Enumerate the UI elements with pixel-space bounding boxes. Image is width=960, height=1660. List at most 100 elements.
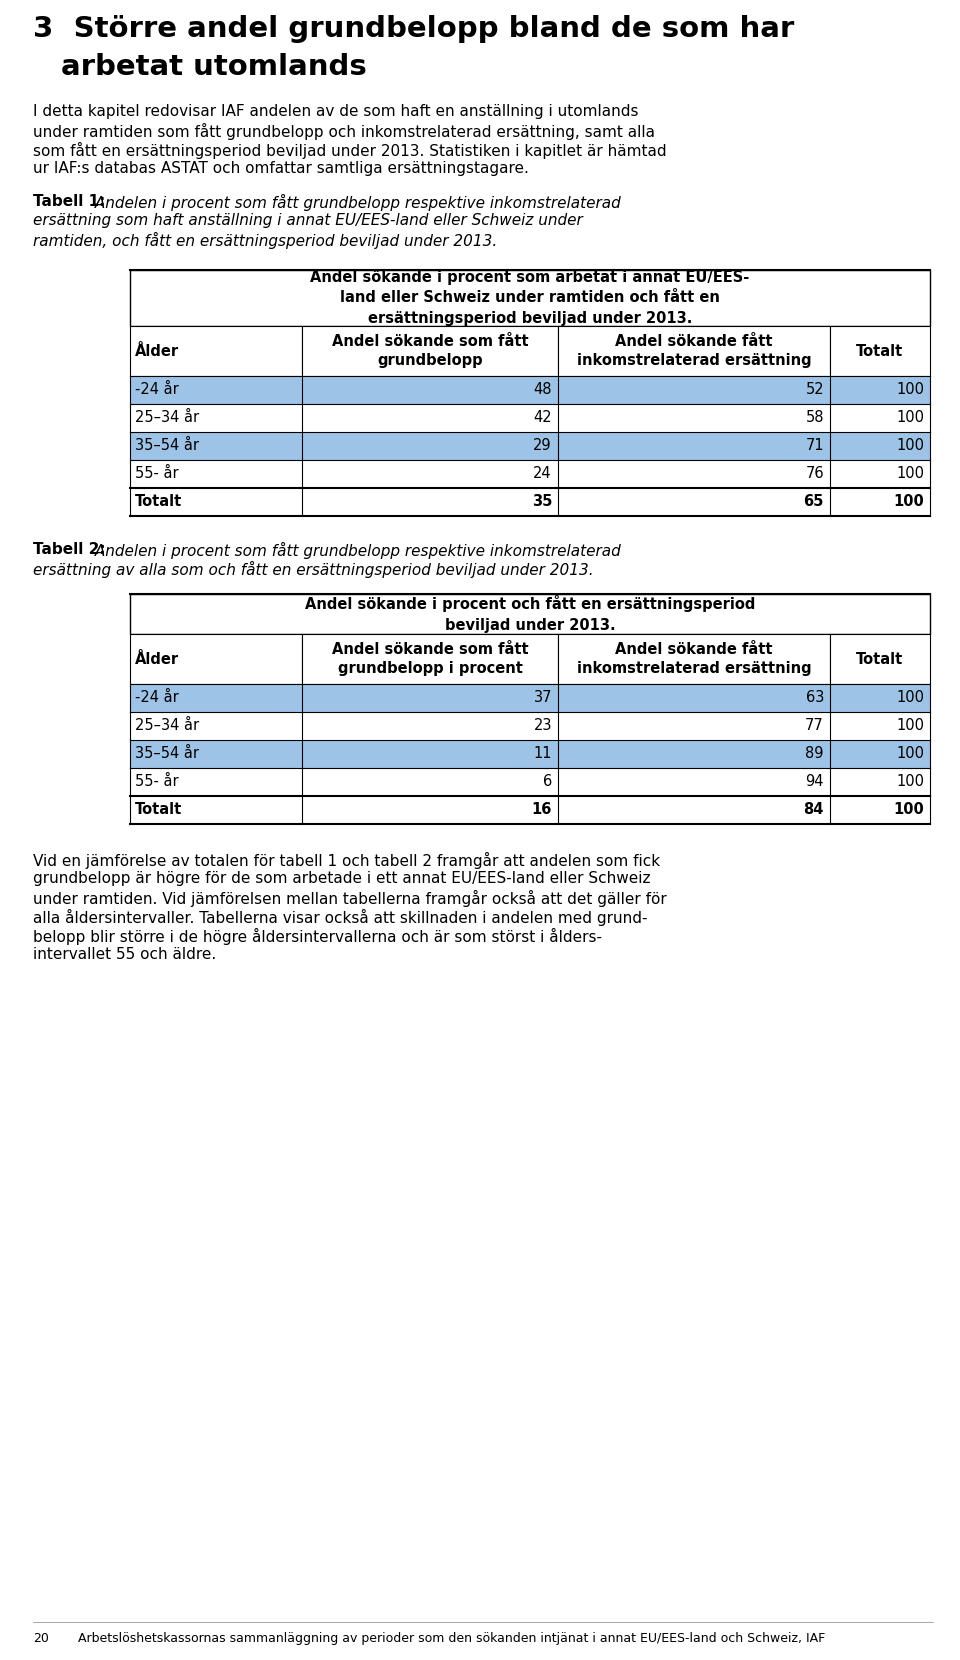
Text: Totalt: Totalt xyxy=(135,495,182,510)
Text: -24 år: -24 år xyxy=(135,382,179,397)
Text: 77: 77 xyxy=(805,719,824,734)
Bar xyxy=(558,769,830,797)
Bar xyxy=(558,460,830,488)
Text: ersättning av alla som och fått en ersättningsperiod beviljad under 2013.: ersättning av alla som och fått en ersät… xyxy=(33,561,593,578)
Text: 35–54 år: 35–54 år xyxy=(135,438,199,453)
Bar xyxy=(830,460,930,488)
Bar xyxy=(558,740,830,769)
Bar xyxy=(302,684,558,712)
Bar xyxy=(558,634,830,684)
Bar xyxy=(830,634,930,684)
Bar xyxy=(558,325,830,377)
Text: 71: 71 xyxy=(805,438,824,453)
Text: 35–54 år: 35–54 år xyxy=(135,747,199,762)
Text: 25–34 år: 25–34 år xyxy=(135,410,199,425)
Bar xyxy=(130,712,302,740)
Bar xyxy=(830,740,930,769)
Bar xyxy=(558,797,830,823)
Bar xyxy=(830,377,930,403)
Text: ersättning som haft anställning i annat EU/EES-land eller Schweiz under: ersättning som haft anställning i annat … xyxy=(33,212,583,227)
Bar xyxy=(558,403,830,432)
Text: 63: 63 xyxy=(805,691,824,706)
Bar xyxy=(130,740,302,769)
Text: 42: 42 xyxy=(534,410,552,425)
Text: I detta kapitel redovisar IAF andelen av de som haft en anställning i utomlands: I detta kapitel redovisar IAF andelen av… xyxy=(33,105,638,120)
Text: 89: 89 xyxy=(805,747,824,762)
Text: ur IAF:s databas ASTAT och omfattar samtliga ersättningstagare.: ur IAF:s databas ASTAT och omfattar samt… xyxy=(33,161,529,176)
Text: grundbelopp är högre för de som arbetade i ett annat EU/EES-land eller Schweiz: grundbelopp är högre för de som arbetade… xyxy=(33,872,651,886)
Bar xyxy=(302,634,558,684)
Bar xyxy=(830,712,930,740)
Text: 100: 100 xyxy=(896,466,924,481)
Text: 29: 29 xyxy=(534,438,552,453)
Text: 16: 16 xyxy=(532,802,552,817)
Bar xyxy=(302,769,558,797)
Text: Totalt: Totalt xyxy=(856,344,903,359)
Bar xyxy=(130,271,930,325)
Text: Andel sökande i procent och fått en ersättningsperiod
beviljad under 2013.: Andel sökande i procent och fått en ersä… xyxy=(305,596,756,632)
Bar xyxy=(302,377,558,403)
Bar xyxy=(130,432,302,460)
Text: som fått en ersättningsperiod beviljad under 2013. Statistiken i kapitlet är häm: som fått en ersättningsperiod beviljad u… xyxy=(33,143,666,159)
Text: 52: 52 xyxy=(805,382,824,397)
Bar xyxy=(558,712,830,740)
Text: arbetat utomlands: arbetat utomlands xyxy=(61,53,367,81)
Text: Andel sökande fått
inkomstrelaterad ersättning: Andel sökande fått inkomstrelaterad ersä… xyxy=(577,642,811,676)
Text: 20: 20 xyxy=(33,1632,49,1645)
Text: 100: 100 xyxy=(896,438,924,453)
Bar xyxy=(130,634,302,684)
Bar xyxy=(302,712,558,740)
Text: 23: 23 xyxy=(534,719,552,734)
Text: 76: 76 xyxy=(805,466,824,481)
Bar xyxy=(830,403,930,432)
Text: Ålder: Ålder xyxy=(135,344,180,359)
Bar xyxy=(302,740,558,769)
Text: 6: 6 xyxy=(542,775,552,790)
Text: 55- år: 55- år xyxy=(135,775,179,790)
Bar xyxy=(130,684,302,712)
Text: Andelen i procent som fått grundbelopp respektive inkomstrelaterad: Andelen i procent som fått grundbelopp r… xyxy=(90,543,621,559)
Text: Andel sökande i procent som arbetat i annat EU/EES-
land eller Schweiz under ram: Andel sökande i procent som arbetat i an… xyxy=(310,271,750,325)
Text: Andel sökande som fått
grundbelopp: Andel sökande som fått grundbelopp xyxy=(332,334,528,369)
Bar xyxy=(830,325,930,377)
Text: 37: 37 xyxy=(534,691,552,706)
Bar xyxy=(130,488,302,516)
Text: Arbetslöshetskassornas sammanläggning av perioder som den sökanden intjänat i an: Arbetslöshetskassornas sammanläggning av… xyxy=(78,1632,826,1645)
Text: ramtiden, och fått en ersättningsperiod beviljad under 2013.: ramtiden, och fått en ersättningsperiod … xyxy=(33,232,497,249)
Text: 35: 35 xyxy=(532,495,552,510)
Text: -24 år: -24 år xyxy=(135,691,179,706)
Bar xyxy=(558,377,830,403)
Bar xyxy=(130,403,302,432)
Text: 48: 48 xyxy=(534,382,552,397)
Text: Vid en jämförelse av totalen för tabell 1 och tabell 2 framgår att andelen som f: Vid en jämförelse av totalen för tabell … xyxy=(33,852,660,870)
Text: Tabell 2:: Tabell 2: xyxy=(33,543,106,558)
Text: 84: 84 xyxy=(804,802,824,817)
Text: 100: 100 xyxy=(896,382,924,397)
Text: 100: 100 xyxy=(896,775,924,790)
Bar xyxy=(558,684,830,712)
Bar xyxy=(130,377,302,403)
Bar xyxy=(302,403,558,432)
Bar xyxy=(830,488,930,516)
Text: intervallet 55 och äldre.: intervallet 55 och äldre. xyxy=(33,946,216,963)
Bar xyxy=(302,460,558,488)
Bar xyxy=(130,797,302,823)
Bar xyxy=(302,797,558,823)
Text: Totalt: Totalt xyxy=(135,802,182,817)
Bar xyxy=(830,797,930,823)
Bar xyxy=(302,432,558,460)
Bar xyxy=(558,432,830,460)
Text: belopp blir större i de högre åldersintervallerna och är som störst i ålders-: belopp blir större i de högre åldersinte… xyxy=(33,928,602,945)
Text: Totalt: Totalt xyxy=(856,651,903,667)
Text: 100: 100 xyxy=(893,495,924,510)
Text: 24: 24 xyxy=(534,466,552,481)
Text: 65: 65 xyxy=(804,495,824,510)
Text: Andelen i procent som fått grundbelopp respektive inkomstrelaterad: Andelen i procent som fått grundbelopp r… xyxy=(90,194,621,211)
Text: Ålder: Ålder xyxy=(135,651,180,667)
Text: 100: 100 xyxy=(896,410,924,425)
Text: alla åldersintervaller. Tabellerna visar också att skillnaden i andelen med grun: alla åldersintervaller. Tabellerna visar… xyxy=(33,910,647,926)
Bar xyxy=(302,488,558,516)
Bar xyxy=(558,488,830,516)
Bar xyxy=(830,432,930,460)
Text: 55- år: 55- år xyxy=(135,466,179,481)
